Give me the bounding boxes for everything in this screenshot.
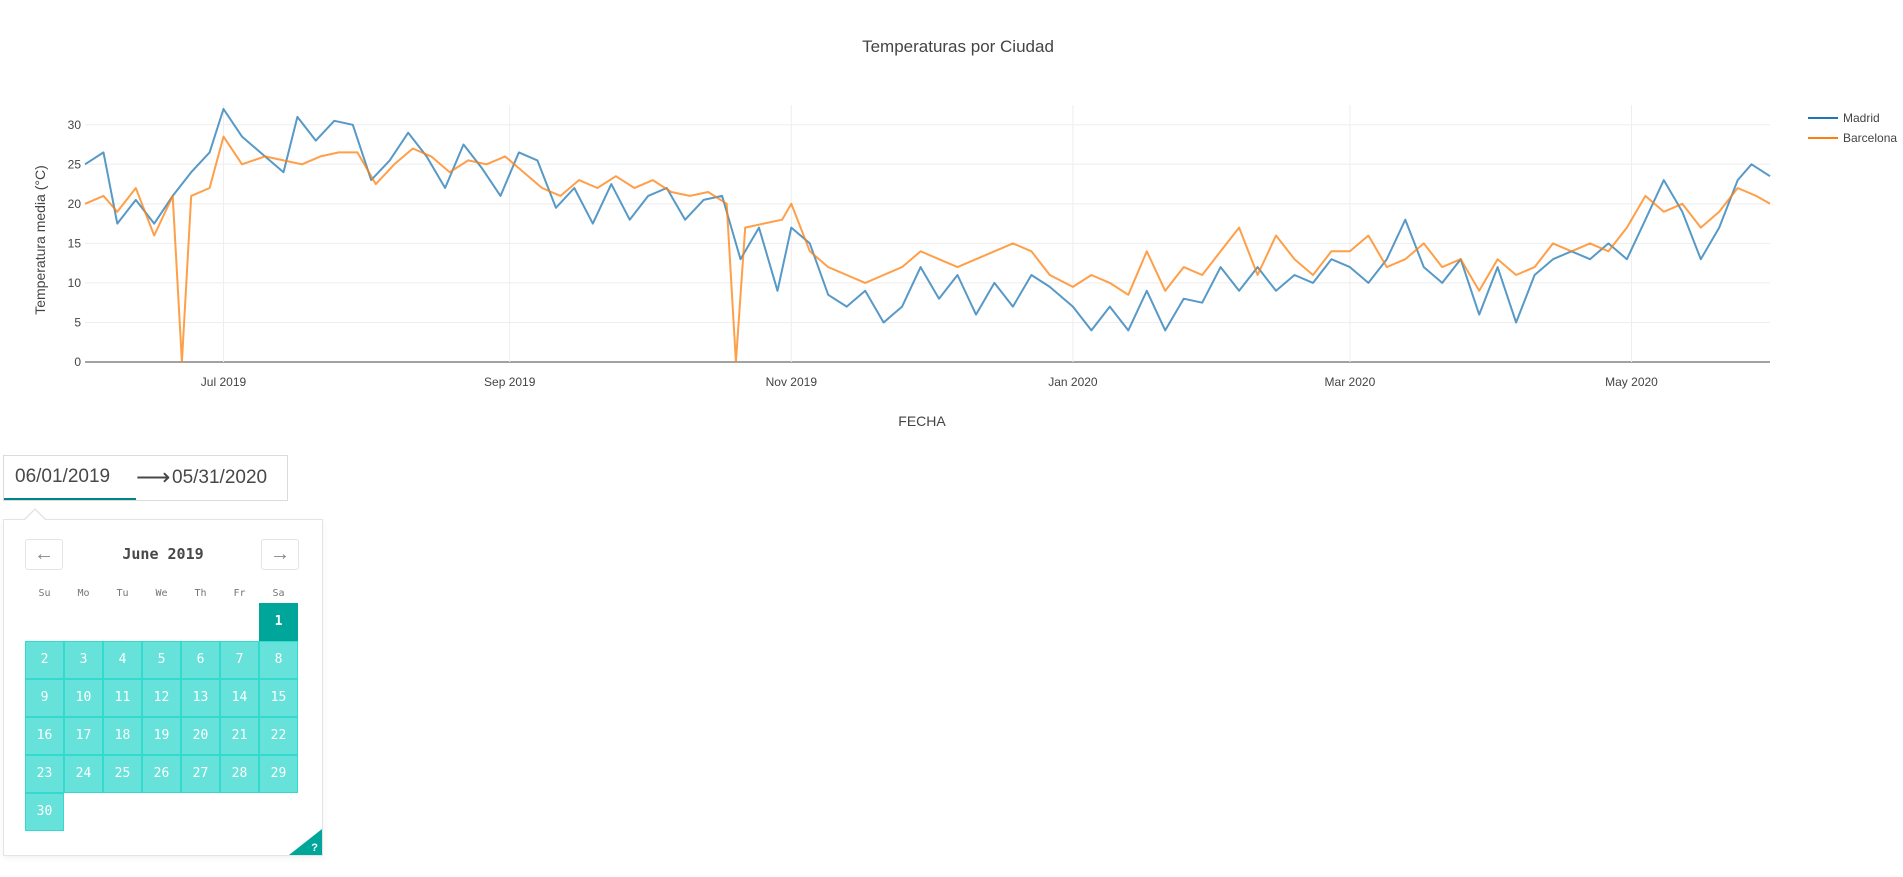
series-layer <box>84 108 1771 363</box>
temperature-chart: Temperaturas por Ciudad Jul 2019 Sep 2019… <box>32 37 1897 429</box>
calendar-day[interactable]: 18 <box>103 717 142 755</box>
calendar-day[interactable]: 17 <box>64 717 103 755</box>
question-icon[interactable]: ? <box>311 842 318 854</box>
calendar-day[interactable]: 25 <box>103 755 142 793</box>
weekday-tu: Tu <box>116 588 129 599</box>
weekday-su: Su <box>38 588 51 599</box>
calendar-day[interactable]: 1 <box>259 603 298 641</box>
calendar-day[interactable]: 13 <box>181 679 220 717</box>
calendar-day[interactable]: 16 <box>25 717 64 755</box>
calendar-day[interactable]: 28 <box>220 755 259 793</box>
x-axis-title: FECHA <box>898 413 946 429</box>
calendar-day[interactable]: 15 <box>259 679 298 717</box>
legend[interactable]: Madrid Barcelona <box>1808 111 1897 145</box>
calendar-day[interactable]: 21 <box>220 717 259 755</box>
calendar-day[interactable]: 2 <box>25 641 64 679</box>
weekday-th: Th <box>194 588 207 599</box>
x-tick-label: May 2020 <box>1605 375 1658 389</box>
calendar-day[interactable]: 11 <box>103 679 142 717</box>
calendar-popup: ← June 2019 → Su Mo Tu We Th Fr Sa 1 2 3 4 5 6 7 8 9 10… <box>3 519 323 856</box>
weekday-sa: Sa <box>272 588 285 599</box>
calendar-day[interactable]: 19 <box>142 717 181 755</box>
y-axis: 0 5 10 15 20 25 30 <box>68 118 82 369</box>
legend-item-barcelona[interactable]: Barcelona <box>1808 131 1897 145</box>
series-line-madrid[interactable] <box>84 108 1771 332</box>
calendar-day[interactable]: 6 <box>181 641 220 679</box>
y-tick-label: 5 <box>74 315 81 329</box>
keyboard-shortcuts-button[interactable] <box>289 829 322 855</box>
legend-label: Barcelona <box>1843 131 1897 145</box>
calendar-day[interactable]: 12 <box>142 679 181 717</box>
calendar-day[interactable]: 9 <box>25 679 64 717</box>
y-tick-label: 30 <box>68 118 82 132</box>
x-tick-label: Nov 2019 <box>766 375 818 389</box>
calendar-day[interactable]: 29 <box>259 755 298 793</box>
weekday-mo: Mo <box>77 588 90 599</box>
y-tick-label: 20 <box>68 197 82 211</box>
calendar-day[interactable]: 5 <box>142 641 181 679</box>
x-axis: Jul 2019 Sep 2019 Nov 2019 Jan 2020 Mar 2020… <box>201 375 1658 389</box>
calendar-day[interactable]: 23 <box>25 755 64 793</box>
calendar-day[interactable]: 7 <box>220 641 259 679</box>
y-tick-label: 15 <box>68 236 82 250</box>
y-tick-label: 25 <box>68 157 82 171</box>
next-month-button[interactable]: → <box>261 539 299 570</box>
x-tick-label: Mar 2020 <box>1325 375 1376 389</box>
range-arrow-icon: ⟶ <box>136 464 171 491</box>
x-tick-label: Jul 2019 <box>201 375 247 389</box>
legend-item-madrid[interactable]: Madrid <box>1808 111 1880 125</box>
date-range-picker: ⟶ <box>3 455 288 501</box>
x-tick-label: Jan 2020 <box>1048 375 1098 389</box>
calendar-day[interactable]: 3 <box>64 641 103 679</box>
y-tick-label: 0 <box>74 355 81 369</box>
calendar-day[interactable]: 20 <box>181 717 220 755</box>
weekday-fr: Fr <box>233 588 246 599</box>
calendar-day[interactable]: 8 <box>259 641 298 679</box>
calendar-day[interactable]: 10 <box>64 679 103 717</box>
x-tick-label: Sep 2019 <box>484 375 536 389</box>
prev-month-button[interactable]: ← <box>25 539 63 570</box>
calendar-day[interactable]: 24 <box>64 755 103 793</box>
y-axis-title: Temperatura media (°C) <box>32 165 48 315</box>
series-line-barcelona[interactable] <box>84 135 1771 363</box>
calendar-day[interactable]: 30 <box>25 793 64 831</box>
calendar-day[interactable]: 14 <box>220 679 259 717</box>
calendar-caret-inner <box>25 510 45 520</box>
end-date-input[interactable] <box>162 456 287 500</box>
legend-label: Madrid <box>1843 111 1880 125</box>
calendar-day[interactable]: 26 <box>142 755 181 793</box>
month-caption: June 2019 <box>122 545 204 563</box>
arrow-right-icon: → <box>270 543 290 565</box>
calendar-day[interactable]: 22 <box>259 717 298 755</box>
start-date-input[interactable] <box>4 456 136 500</box>
weekday-we: We <box>155 588 168 599</box>
arrow-left-icon: ← <box>34 543 54 565</box>
chart-grid <box>85 105 1770 363</box>
calendar-day[interactable]: 27 <box>181 755 220 793</box>
calendar-day[interactable]: 4 <box>103 641 142 679</box>
y-tick-label: 10 <box>68 276 82 290</box>
chart-title: Temperaturas por Ciudad <box>862 37 1054 56</box>
